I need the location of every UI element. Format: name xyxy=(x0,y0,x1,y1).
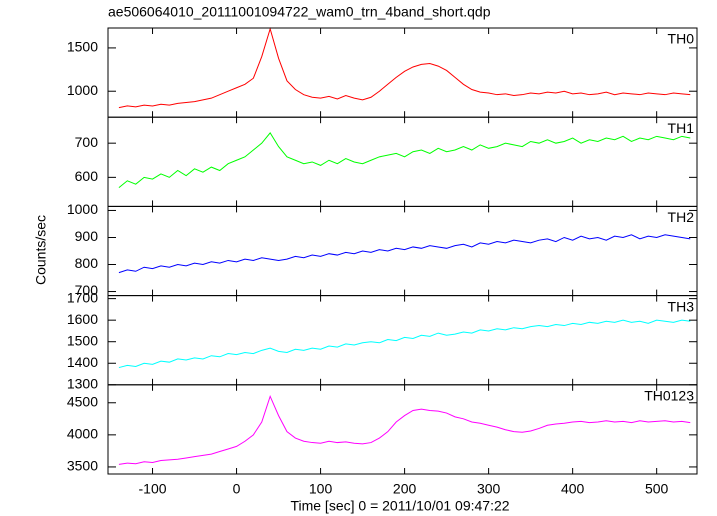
x-tick-label: 500 xyxy=(645,481,669,497)
chart-title: ae506064010_20111001094722_wam0_trn_4ban… xyxy=(108,4,491,20)
data-line xyxy=(118,27,691,109)
y-tick-label: 4500 xyxy=(67,393,98,409)
panel-frame xyxy=(107,116,698,207)
y-tick-label: 1300 xyxy=(67,376,98,392)
y-axis-label: Counts/sec xyxy=(33,215,49,285)
y-tick-label: 1500 xyxy=(67,39,98,55)
data-line xyxy=(118,132,691,188)
data-line xyxy=(118,394,691,465)
x-tick-label: -100 xyxy=(139,481,167,497)
x-tick-label: 0 xyxy=(233,481,241,497)
series-label: TH0123 xyxy=(644,388,694,404)
data-line xyxy=(118,319,691,369)
y-tick-label: 1700 xyxy=(67,289,98,305)
x-tick-label: 200 xyxy=(393,481,417,497)
x-tick-label: 300 xyxy=(477,481,501,497)
x-tick-label: 100 xyxy=(309,481,333,497)
data-line xyxy=(118,234,691,274)
y-tick-label: 3500 xyxy=(67,458,98,474)
y-tick-label: 900 xyxy=(75,228,99,244)
y-tick-label: 1600 xyxy=(67,311,98,327)
y-tick-label: 700 xyxy=(75,134,99,150)
panel-frame xyxy=(107,384,698,475)
panel-frame xyxy=(107,295,698,386)
y-tick-label: 800 xyxy=(75,255,99,271)
y-tick-label: 600 xyxy=(75,168,99,184)
y-tick-label: 700 xyxy=(75,282,99,298)
x-axis-label: Time [sec] 0 = 2011/10/01 09:47:22 xyxy=(290,498,509,514)
series-label: TH1 xyxy=(668,120,695,136)
x-tick-label: 400 xyxy=(561,481,585,497)
series-label: TH3 xyxy=(668,298,695,314)
y-tick-label: 4000 xyxy=(67,426,98,442)
y-tick-label: 1500 xyxy=(67,332,98,348)
y-tick-label: 1400 xyxy=(67,354,98,370)
y-tick-label: 1000 xyxy=(67,82,98,98)
y-tick-label: 1000 xyxy=(67,201,98,217)
series-label: TH0 xyxy=(668,31,695,47)
series-label: TH2 xyxy=(668,209,695,225)
panel-frame xyxy=(107,205,698,297)
